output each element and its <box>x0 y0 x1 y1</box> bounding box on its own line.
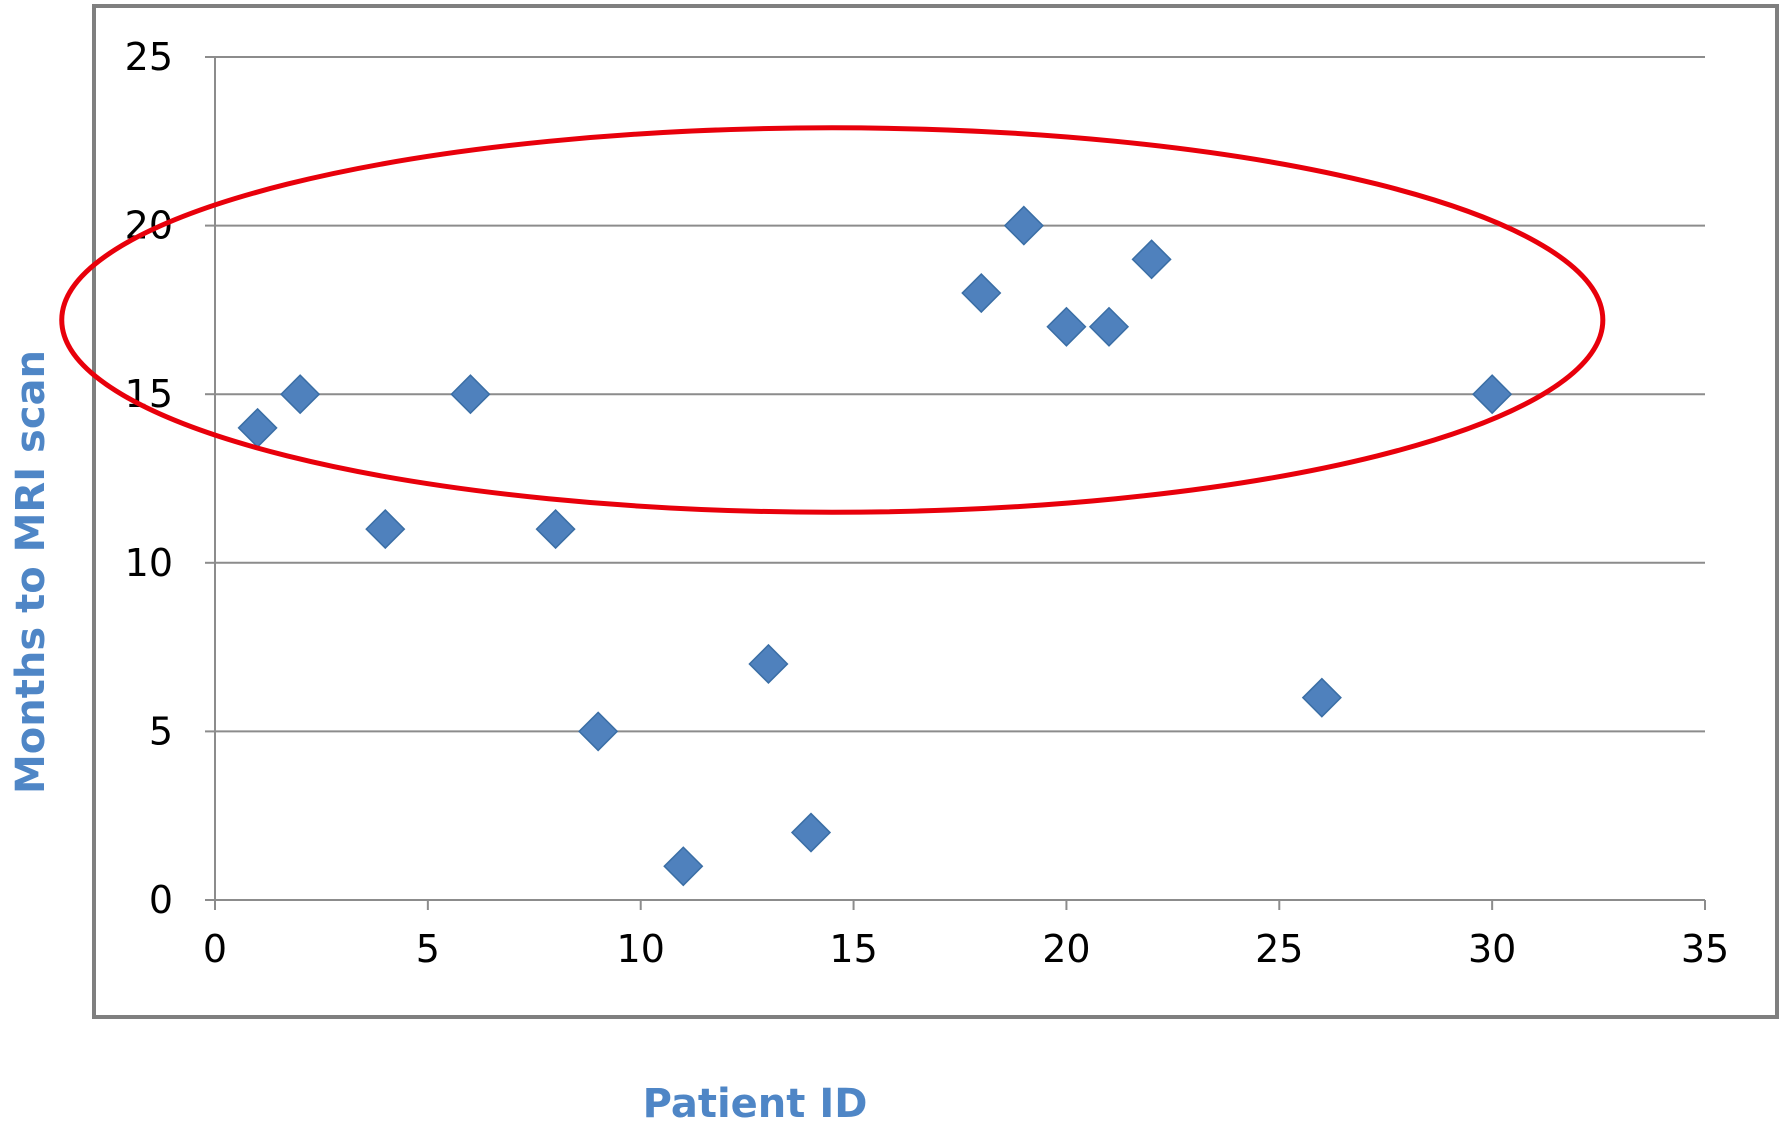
y-tick-label-5: 5 <box>149 709 173 753</box>
y-tick-label-10: 10 <box>125 541 173 585</box>
x-tick-label-5: 5 <box>416 927 440 971</box>
x-tick-label-15: 15 <box>829 927 877 971</box>
data-point-16 <box>1472 374 1513 415</box>
x-tick-label-10: 10 <box>617 927 665 971</box>
y-axis-title: Months to MRI scan <box>8 350 54 794</box>
data-point-9 <box>790 812 832 853</box>
x-tick-label-20: 20 <box>1042 927 1090 971</box>
y-tick-label-25: 25 <box>125 35 173 79</box>
data-point-12 <box>1046 306 1087 347</box>
data-point-5 <box>535 509 576 550</box>
data-point-15 <box>1301 677 1342 718</box>
data-point-2 <box>280 374 321 415</box>
y-tick-label-0: 0 <box>149 878 173 922</box>
x-tick-labels: 0 5 10 15 20 25 30 35 <box>203 927 1729 971</box>
data-point-11 <box>1003 205 1044 246</box>
x-tick-label-30: 30 <box>1468 927 1516 971</box>
data-point-14 <box>1131 239 1172 280</box>
data-point-10 <box>961 272 1002 314</box>
data-point-3 <box>365 509 406 550</box>
annotation-layer <box>59 125 1606 515</box>
axes <box>205 56 1706 910</box>
x-tick-label-25: 25 <box>1255 927 1303 971</box>
x-tick-label-0: 0 <box>203 927 227 971</box>
data-point-6 <box>578 711 619 752</box>
highlight-ellipse <box>59 125 1606 515</box>
data-point-13 <box>1088 306 1130 347</box>
x-tick-label-35: 35 <box>1681 927 1729 971</box>
data-point-7 <box>663 846 704 887</box>
data-points <box>237 205 1513 887</box>
data-point-4 <box>450 374 491 415</box>
data-point-8 <box>748 643 789 685</box>
x-axis-title: Patient ID <box>643 1081 868 1127</box>
